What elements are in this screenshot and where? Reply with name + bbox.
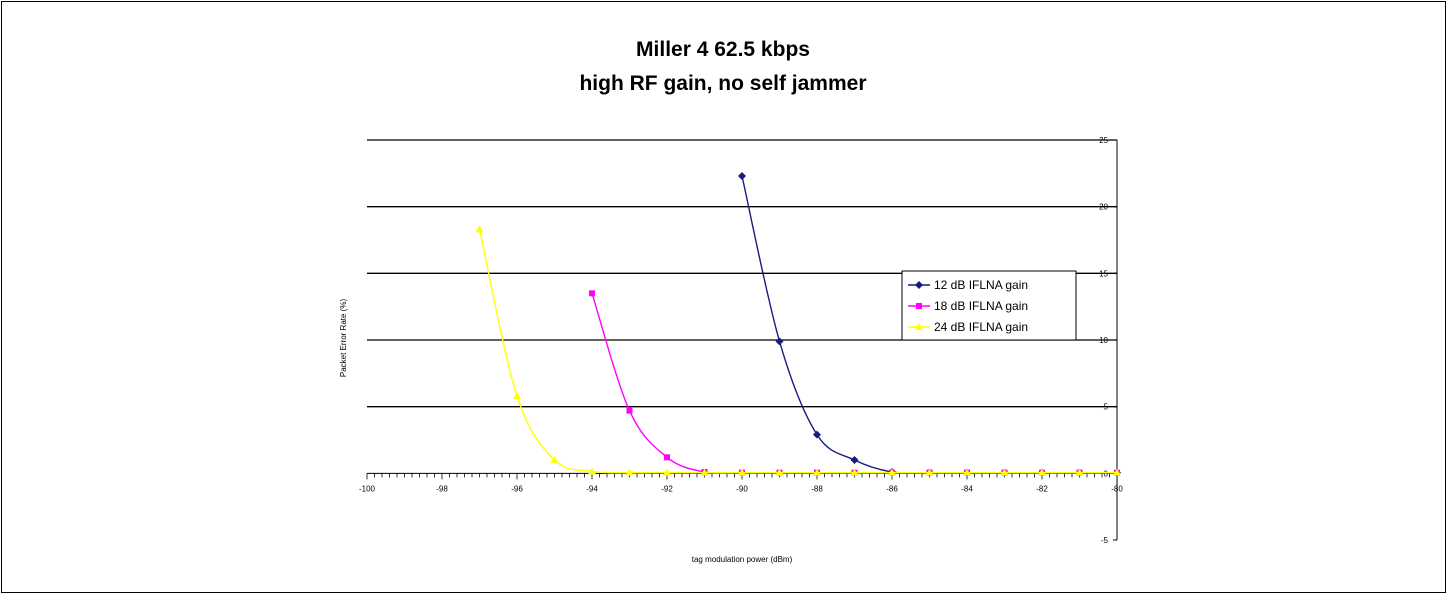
legend-swatch-marker bbox=[915, 323, 923, 330]
y-tick-label: 5 bbox=[1104, 403, 1109, 412]
x-tick-label: -94 bbox=[586, 484, 598, 493]
y-axis-label: Packet Error Rate (%) bbox=[339, 299, 348, 378]
data-point bbox=[813, 430, 821, 439]
data-point bbox=[1075, 468, 1084, 476]
data-point bbox=[550, 456, 559, 463]
data-point bbox=[663, 468, 671, 476]
y-tick-label: 15 bbox=[1099, 269, 1108, 278]
y-tick-label: -5 bbox=[1101, 536, 1109, 545]
data-point bbox=[588, 467, 596, 475]
data-point bbox=[626, 407, 633, 414]
x-tick-label: -90 bbox=[736, 484, 748, 493]
legend-entry-label: 12 dB IFLNA gain bbox=[934, 278, 1028, 292]
chart-title-line-1: Miller 4 62.5 kbps bbox=[636, 38, 810, 61]
x-tick-label: -100 bbox=[359, 484, 376, 493]
legend-swatch-marker bbox=[915, 281, 923, 289]
x-tick-label: -92 bbox=[661, 484, 673, 493]
data-point bbox=[775, 468, 784, 476]
series-line bbox=[478, 229, 1117, 474]
data-point bbox=[888, 468, 896, 476]
data-point bbox=[963, 468, 971, 476]
legend-entry-label: 24 dB IFLNA gain bbox=[934, 320, 1028, 334]
data-point bbox=[738, 468, 746, 476]
y-tick-label: 25 bbox=[1099, 136, 1108, 145]
x-tick-label: -86 bbox=[886, 484, 898, 493]
data-point bbox=[1038, 468, 1046, 476]
data-point bbox=[1000, 468, 1009, 476]
x-tick-label: -82 bbox=[1036, 484, 1048, 493]
x-tick-label: -84 bbox=[961, 484, 973, 493]
data-point bbox=[850, 456, 859, 464]
data-point bbox=[513, 392, 521, 399]
x-tick-label: -88 bbox=[811, 484, 823, 493]
x-tick-label: -96 bbox=[511, 484, 523, 493]
y-tick-label: 10 bbox=[1099, 336, 1108, 345]
series-group bbox=[475, 172, 1121, 477]
data-point bbox=[700, 468, 709, 476]
x-axis-label: tag modulation power (dBm) bbox=[692, 555, 793, 564]
legend-swatch-marker bbox=[916, 303, 922, 309]
legend-entry-label: 18 dB IFLNA gain bbox=[934, 299, 1028, 313]
data-point bbox=[738, 172, 746, 180]
data-point bbox=[1113, 468, 1121, 476]
y-tick-label: 20 bbox=[1099, 203, 1108, 212]
data-point bbox=[850, 468, 859, 476]
chart-title-line-2: high RF gain, no self jammer bbox=[579, 72, 866, 95]
data-point bbox=[664, 454, 670, 461]
series-3 bbox=[475, 225, 1121, 476]
data-point bbox=[813, 468, 821, 476]
x-tick-label: -80 bbox=[1111, 484, 1123, 493]
data-point bbox=[475, 225, 484, 233]
data-point bbox=[625, 468, 634, 476]
data-point bbox=[775, 337, 784, 346]
x-tick-label: -98 bbox=[436, 484, 448, 493]
data-point bbox=[589, 290, 595, 297]
legend: 12 dB IFLNA gain 18 dB IFLNA gain 24 dB IF… bbox=[901, 270, 1077, 341]
data-point bbox=[925, 468, 934, 476]
legend-box bbox=[901, 270, 1077, 341]
